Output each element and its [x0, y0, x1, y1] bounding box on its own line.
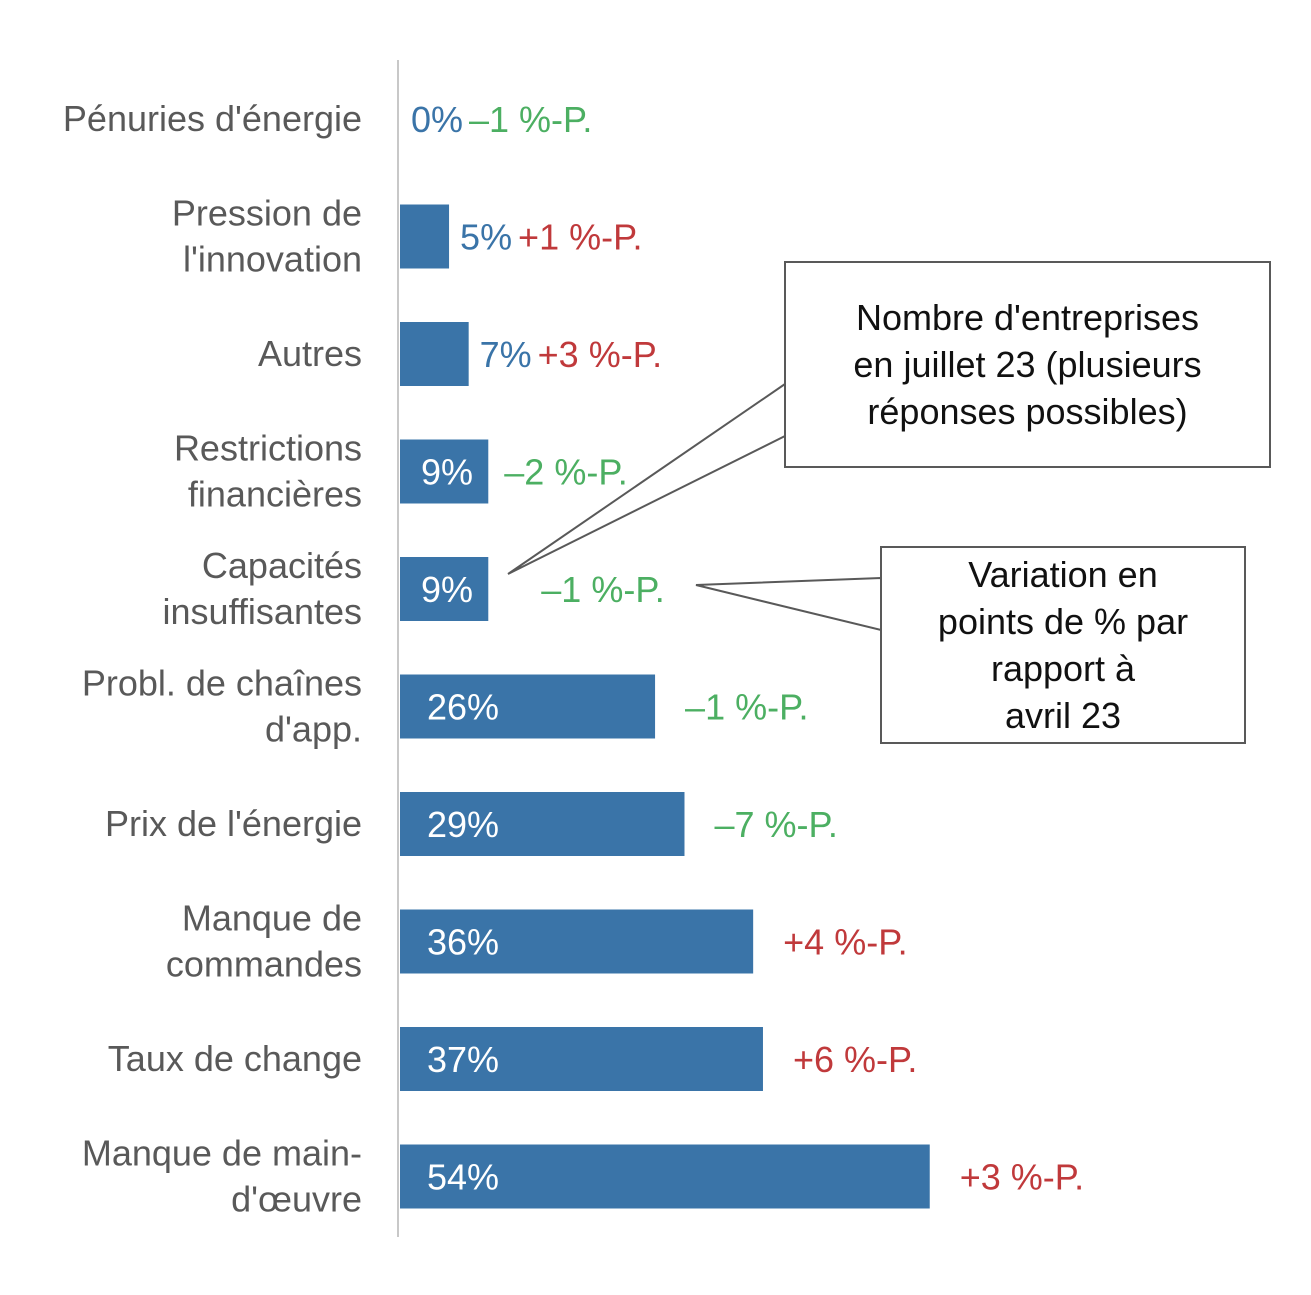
callout-pointer-change [695, 576, 882, 632]
category-label: Autres [258, 333, 362, 374]
change-label: –7 %-P. [714, 804, 837, 845]
category-label: Probl. de chaînes d'app. [82, 663, 362, 750]
change-label: –1 %-P. [469, 99, 592, 140]
bar-value-label: 54% [427, 1157, 499, 1198]
bar-value-label: 9% [421, 569, 473, 610]
bar-value-label: 0% [411, 99, 463, 140]
change-label: +6 %-P. [793, 1039, 917, 1080]
category-label: Taux de change [108, 1038, 362, 1079]
callout-change-note: Variation en points de % par rapport à a… [880, 546, 1246, 744]
bar-value-label: 36% [427, 922, 499, 963]
category-label: Capacités insuffisantes [163, 545, 362, 632]
bar-value-label: 37% [427, 1039, 499, 1080]
bar [400, 674, 656, 739]
bar [400, 1027, 763, 1091]
callout-values-note: Nombre d'entreprises en juillet 23 (plus… [784, 261, 1271, 468]
category-label: Pression de l'innovation [172, 193, 362, 280]
category-label: Prix de l'énergie [105, 803, 362, 844]
change-label: +1 %-P. [518, 217, 642, 258]
bar [400, 792, 685, 856]
change-label: –1 %-P. [685, 687, 808, 728]
bar [400, 439, 489, 504]
bar [400, 909, 754, 974]
bar-value-label: 26% [427, 687, 499, 728]
bar-value-label: 9% [421, 452, 473, 493]
bar [400, 557, 489, 621]
change-label: –2 %-P. [504, 452, 627, 493]
change-label: –1 %-P. [541, 569, 664, 610]
bar-value-label: 5% [460, 217, 512, 258]
bar-value-label: 29% [427, 804, 499, 845]
bar [400, 204, 450, 269]
bar [400, 322, 469, 386]
category-label: Manque de commandes [166, 898, 362, 985]
category-label: Pénuries d'énergie [63, 98, 362, 139]
bar [400, 1144, 930, 1209]
change-label: +3 %-P. [538, 334, 662, 375]
category-label: Manque de main-d'œuvre [82, 1133, 362, 1220]
change-label: +3 %-P. [960, 1157, 1084, 1198]
category-label: Restrictions financières [174, 428, 362, 515]
bar-value-label: 7% [480, 334, 532, 375]
change-label: +4 %-P. [783, 922, 907, 963]
